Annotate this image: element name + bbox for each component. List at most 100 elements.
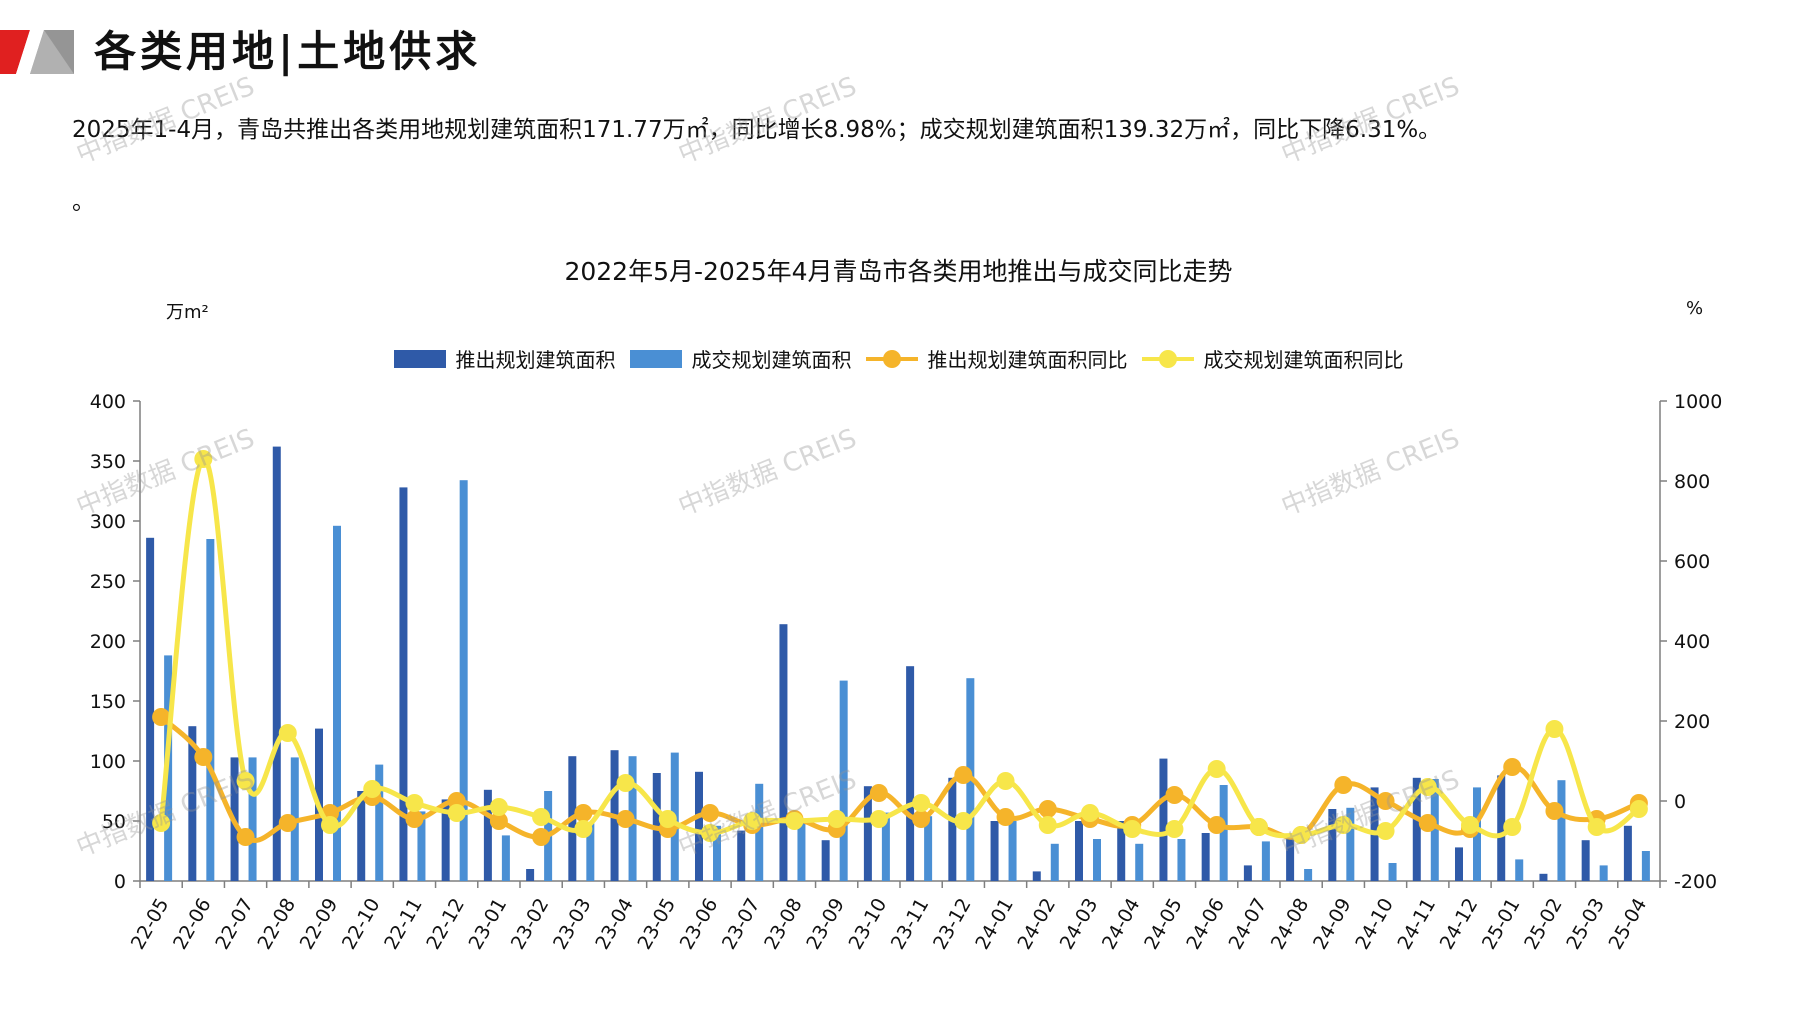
deal-yoy-point	[701, 824, 719, 842]
supply-area-bar	[1286, 839, 1295, 881]
x-tick-label: 23-05	[633, 895, 680, 954]
deal-yoy-point	[1038, 816, 1057, 834]
x-tick-label: 22-07	[211, 895, 258, 954]
supply-area-bar	[990, 821, 999, 881]
supply-yoy-point	[701, 804, 719, 822]
supply-area-bar	[906, 666, 915, 881]
x-tick-label: 24-05	[1140, 895, 1187, 954]
supply-area-bar	[272, 446, 281, 881]
supply-area-bar	[1623, 825, 1632, 881]
deal-yoy-point	[1334, 816, 1353, 834]
y-left-tick-label: 100	[90, 751, 126, 773]
legend-swatch-supply-area	[393, 349, 446, 368]
deal-yoy-point	[194, 450, 213, 468]
legend-swatch-supply-yoy	[865, 349, 918, 368]
x-tick-label: 23-09	[802, 895, 849, 954]
legend-item-deal-area: 成交规划建筑面积	[629, 344, 852, 373]
supply-area-bar	[1497, 775, 1506, 881]
supply-area-bar	[1455, 847, 1463, 881]
supply-area-bar	[188, 726, 197, 881]
x-tick-label: 25-01	[1478, 895, 1525, 954]
deal-yoy-point	[785, 812, 804, 830]
supply-area-bar	[1159, 758, 1168, 881]
y-right-tick-label: 0	[1674, 791, 1686, 813]
x-tick-label: 22-05	[127, 895, 174, 954]
supply-yoy-point	[1334, 776, 1353, 794]
deal-yoy-point	[1249, 818, 1268, 836]
legend-item-deal-yoy: 成交规划建筑面积同比	[1141, 344, 1404, 373]
supply-yoy-point	[996, 808, 1015, 826]
supply-yoy-point	[1038, 800, 1057, 818]
x-tick-label: 24-08	[1267, 895, 1314, 954]
legend-swatch-deal-yoy	[1141, 349, 1194, 368]
y-left-tick-label: 300	[90, 511, 126, 533]
x-tick-label: 24-07	[1225, 895, 1272, 954]
x-tick-label: 23-04	[591, 895, 638, 954]
supply-yoy-point	[616, 810, 635, 828]
x-tick-label: 24-03	[1056, 895, 1103, 954]
supply-area-bar	[821, 840, 830, 881]
x-tick-label: 23-03	[549, 895, 596, 954]
x-tick-label: 23-08	[760, 895, 807, 954]
deal-area-bar	[1641, 851, 1650, 881]
deal-yoy-point	[447, 804, 466, 822]
supply-area-bar	[1581, 840, 1590, 881]
x-tick-label: 22-08	[253, 895, 300, 954]
supply-area-bar	[1117, 821, 1126, 881]
deal-area-bar	[924, 816, 933, 881]
deal-area-bar	[1346, 807, 1355, 881]
supply-area-bar	[441, 799, 450, 881]
deal-yoy-point	[489, 798, 508, 816]
deal-area-bar	[501, 835, 510, 881]
x-tick-label: 24-01	[971, 895, 1018, 954]
deal-area-bar	[459, 480, 468, 881]
chart-title: 2022年5月-2025年4月青岛市各类用地推出与成交同比走势	[564, 257, 1233, 286]
summary-text: 2025年1-4月，青岛共推出各类用地规划建筑面积171.77万㎡，同比增长8.…	[72, 117, 1442, 143]
supply-area-bar	[399, 487, 408, 881]
deal-yoy-point	[278, 724, 297, 742]
deal-yoy-point	[1292, 826, 1311, 844]
deal-yoy-point	[658, 810, 677, 828]
supply-yoy-point	[912, 810, 931, 828]
deal-area-bar	[1093, 839, 1101, 881]
supply-yoy-point	[954, 766, 973, 784]
x-tick-label: 24-09	[1309, 895, 1356, 954]
deal-area-bar	[839, 680, 848, 881]
supply-yoy-point	[152, 708, 171, 726]
deal-yoy-point	[1629, 800, 1648, 818]
deal-yoy-point	[827, 810, 846, 828]
y-right-tick-label: 600	[1674, 551, 1710, 573]
deal-yoy-point	[1376, 822, 1395, 840]
deal-area-bar	[1177, 839, 1186, 881]
x-tick-label: 23-02	[507, 895, 554, 954]
supply-area-bar	[948, 777, 957, 881]
deal-area-bar	[1599, 865, 1608, 881]
y-right-tick-label: -200	[1674, 871, 1717, 893]
deal-yoy-point	[912, 794, 931, 812]
x-tick-label: 25-04	[1605, 895, 1652, 954]
x-tick-label: 22-11	[380, 895, 427, 954]
deal-yoy-point	[152, 814, 171, 832]
supply-yoy-point	[1376, 792, 1395, 810]
legend-label-deal-yoy: 成交规划建筑面积同比	[1203, 348, 1404, 372]
supply-area-bar	[737, 830, 746, 881]
supply-area-bar	[779, 624, 788, 881]
y-left-tick-label: 250	[90, 571, 126, 593]
supply-yoy-point	[574, 804, 593, 822]
deal-area-bar	[1008, 821, 1017, 881]
supply-area-bar	[695, 771, 703, 881]
deal-yoy-point	[1545, 720, 1564, 738]
deal-area-bar	[1050, 843, 1059, 881]
page-title: 各类用地|土地供求	[94, 27, 482, 76]
chart-legend: 推出规划建筑面积 成交规划建筑面积 推出规划建筑面积同比 成交规划建筑面积同比	[0, 344, 1797, 373]
supply-area-bar	[1328, 809, 1337, 881]
supply-area-bar	[1243, 865, 1252, 881]
deal-area-bar	[1515, 859, 1524, 881]
supply-yoy-point	[1165, 786, 1184, 804]
deal-yoy-point	[1461, 816, 1479, 834]
legend-item-supply-yoy: 推出规划建筑面积同比	[865, 344, 1128, 373]
supply-area-bar	[526, 869, 535, 881]
y-right-tick-label: 200	[1674, 711, 1710, 733]
supply-yoy-point	[489, 812, 508, 830]
